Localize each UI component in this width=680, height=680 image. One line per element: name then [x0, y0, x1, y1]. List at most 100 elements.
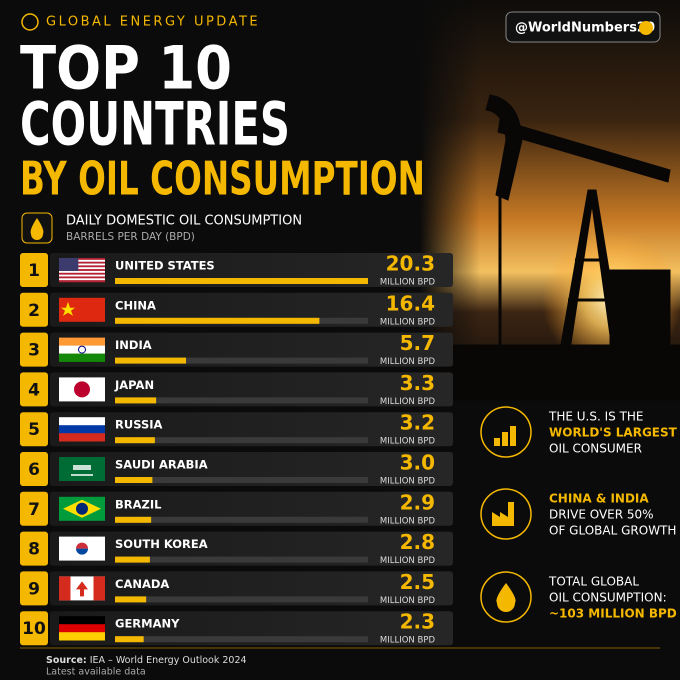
rank-box	[20, 491, 48, 526]
unit-label: MILLION BPD	[380, 596, 436, 606]
photo	[420, 0, 680, 401]
handle: @WorldNumbers20	[515, 21, 655, 36]
bar	[115, 437, 155, 444]
flag-part	[59, 269, 105, 272]
flag-part	[59, 259, 105, 262]
fact-highlight: ~103 MILLION BPD	[549, 607, 677, 621]
fact-text: DRIVE OVER 50%	[549, 508, 654, 522]
bar	[115, 397, 157, 404]
bar-track	[115, 477, 368, 483]
row: 1 UNITED STATES 20.3 MILLION BPD	[20, 252, 453, 288]
flag-part	[59, 345, 105, 354]
fact-icon-ring	[480, 488, 532, 540]
ranking: 1 UNITED STATES 20.3 MILLION BPD 2 CHINA 16.4 M…	[20, 252, 453, 646]
value-label: 5.7	[400, 331, 435, 355]
flag-part	[59, 433, 105, 442]
unit-label: MILLION BPD	[380, 278, 436, 288]
globe-icon	[21, 13, 39, 31]
source-note: Latest available data	[46, 667, 146, 678]
value-label: 3.2	[400, 411, 435, 435]
flag-part	[59, 425, 105, 434]
row: 9 CANADA 2.5 MILLION BPD	[20, 570, 453, 606]
flag	[59, 297, 105, 322]
title-line: COUNTRIES	[20, 90, 290, 160]
icon-part	[510, 426, 516, 446]
bar-track	[115, 516, 368, 523]
row: 6 SAUDI ARABIA 3.0 MILLION BPD	[20, 451, 453, 487]
bar	[115, 556, 150, 563]
country-label: BRAZIL	[115, 497, 162, 511]
flag-part	[59, 258, 105, 261]
flag	[59, 258, 105, 283]
fact-text: TOTAL GLOBAL	[548, 575, 639, 589]
flag-part	[59, 261, 105, 264]
rank-box	[20, 611, 48, 646]
flag-part	[59, 624, 105, 633]
flag-part	[76, 542, 88, 549]
flag-part	[59, 265, 105, 268]
country-label: CANADA	[115, 577, 169, 591]
row: 10 GERMANY 2.3 MILLION BPD	[20, 610, 453, 646]
country-label: JAPAN	[114, 378, 154, 392]
flag-part	[59, 270, 105, 274]
kicker: GLOBAL ENERGY UPDATE	[46, 15, 260, 30]
fact-text: OIL CONSUMER	[549, 442, 642, 456]
flag-part	[59, 278, 105, 281]
bar-track	[115, 437, 368, 444]
flag	[59, 457, 105, 481]
flag-part	[59, 272, 105, 275]
unit-label: MILLION BPD	[380, 397, 436, 407]
source-text: IEA – World Energy Outlook 2024	[90, 655, 247, 666]
icon-part	[496, 583, 516, 612]
flag-part	[59, 274, 105, 277]
country-label: GERMANY	[115, 617, 180, 631]
rank: 3	[28, 341, 40, 361]
rank: 2	[28, 301, 40, 321]
flag-part	[59, 263, 105, 266]
title-line: BY OIL CONSUMPTION	[20, 152, 425, 206]
flag-part	[76, 502, 88, 515]
rank-box	[20, 571, 48, 606]
country-label: SAUDI ARABIA	[115, 458, 208, 472]
bar	[115, 357, 187, 364]
flag-part	[76, 548, 88, 555]
bar	[115, 596, 147, 603]
bar	[115, 317, 320, 324]
rank-box	[20, 372, 48, 407]
rank-box	[20, 452, 48, 486]
unit-label: MILLION BPD	[380, 636, 436, 646]
fact-text: OIL CONSUMPTION:	[549, 591, 667, 605]
rank: 9	[28, 579, 40, 599]
flag-part	[59, 417, 105, 426]
flag-part	[61, 301, 75, 316]
flag-part	[93, 576, 105, 601]
flag-part	[59, 267, 105, 270]
value-label: 2.5	[400, 570, 435, 594]
bar	[115, 278, 368, 284]
flag-part	[59, 337, 105, 346]
chart-subtitle: BARRELS PER DAY (BPD)	[66, 231, 195, 243]
bar-track	[115, 596, 368, 603]
drop-icon	[30, 218, 44, 240]
rank: 6	[28, 460, 40, 480]
bar-track	[115, 636, 368, 643]
rank-box	[20, 292, 48, 327]
row: 5 RUSSIA 3.2 MILLION BPD	[20, 411, 453, 447]
flag-part	[59, 258, 79, 271]
row: 4 JAPAN 3.3 MILLION BPD	[20, 371, 453, 407]
icon-part	[492, 502, 514, 526]
rank: 7	[28, 500, 40, 520]
row: 3 INDIA 5.7 MILLION BPD	[20, 331, 453, 367]
title-line: TOP 10	[20, 34, 232, 104]
flag	[59, 616, 105, 641]
fact: TOTAL GLOBAL OIL CONSUMPTION: ~103 MILLION…	[480, 571, 677, 623]
rank: 1	[28, 261, 40, 281]
fact-highlight: CHINA & INDIA	[549, 492, 649, 506]
unit-label: MILLION BPD	[380, 556, 436, 566]
flag	[59, 377, 105, 402]
value-label: 2.9	[400, 490, 435, 514]
country-label: RUSSIA	[115, 418, 163, 432]
unit-label: MILLION BPD	[380, 357, 436, 367]
flag-part	[59, 616, 105, 625]
country-label: INDIA	[115, 338, 152, 352]
